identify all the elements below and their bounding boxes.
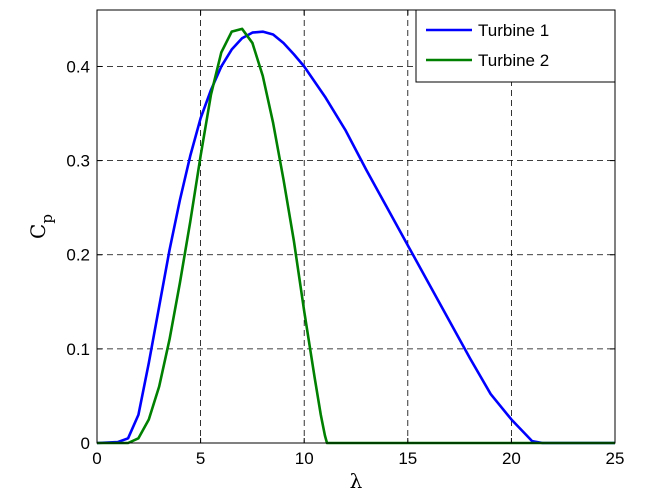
x-tick-label: 0 [92, 449, 101, 468]
legend: Turbine 1 Turbine 2 [415, 9, 616, 83]
ticks [96, 10, 616, 444]
x-tick-label: 10 [295, 449, 314, 468]
series-line-2 [97, 27, 615, 445]
y-tick-label: 0 [81, 434, 90, 453]
legend-box [415, 9, 616, 83]
plot-frame [96, 9, 616, 444]
y-axis-label-main: C [26, 224, 50, 239]
legend-label-2: Turbine 2 [478, 51, 549, 70]
y-tick-label: 0.3 [66, 152, 90, 171]
y-axis-label: Cp [26, 214, 56, 239]
x-tick-label: 5 [196, 449, 205, 468]
y-tick-label: 0.1 [66, 340, 90, 359]
x-tick-label: 25 [606, 449, 625, 468]
x-axis-label: λ [350, 469, 363, 493]
y-axis-label-subscript: p [38, 214, 56, 224]
y-tick-label: 0.2 [66, 246, 90, 265]
x-tick-label: 20 [502, 449, 521, 468]
series-lines [96, 27, 615, 445]
legend-label-1: Turbine 1 [478, 21, 549, 40]
tick-labels: 0 5 10 15 20 25 0 0.1 0.2 0.3 0.4 [66, 57, 624, 468]
y-tick-label: 0.4 [66, 57, 90, 76]
series-line-1 [96, 30, 615, 445]
legend-entries: Turbine 1 Turbine 2 [426, 21, 549, 70]
x-tick-label: 15 [398, 449, 417, 468]
